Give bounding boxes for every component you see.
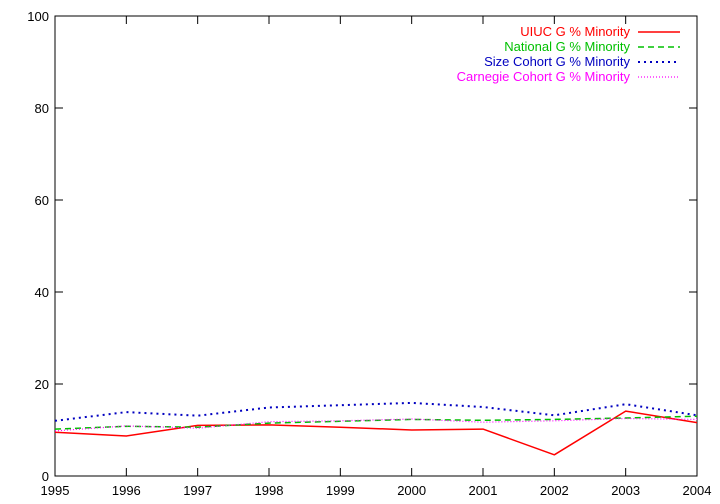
x-tick-label: 1998 [255,483,284,498]
plot-frame [54,15,698,477]
x-tick-label: 2004 [683,483,712,498]
series-lines [54,401,698,456]
y-tick-label: 60 [35,193,49,208]
legend-entry-label: Size Cohort G % Minority [484,54,630,69]
series-line-3 [54,417,698,432]
legend-entry-label: Carnegie Cohort G % Minority [457,69,631,84]
x-tick-label: 2000 [397,483,426,498]
series-line-0 [54,410,698,456]
x-tick-label: 1999 [326,483,355,498]
x-tick-label: 2002 [540,483,569,498]
x-tick-label: 1995 [41,483,70,498]
ticks: 0 20 40 60 80 100 1995 1996 1997 1998 1999 2000 2001… [27,9,711,498]
y-tick-label: 80 [35,101,49,116]
x-tick-label: 2001 [469,483,498,498]
y-tick-label: 20 [35,377,49,392]
y-tick-label: 100 [27,9,49,24]
y-tick-label: 0 [42,469,49,484]
axes [54,15,698,477]
x-tick-label: 1996 [112,483,141,498]
legend-entry-label: UIUC G % Minority [520,24,630,39]
legend-entry-label: National G % Minority [504,39,630,54]
x-tick-label: 2003 [611,483,640,498]
y-tick-label: 40 [35,285,49,300]
x-tick-label: 1997 [183,483,212,498]
